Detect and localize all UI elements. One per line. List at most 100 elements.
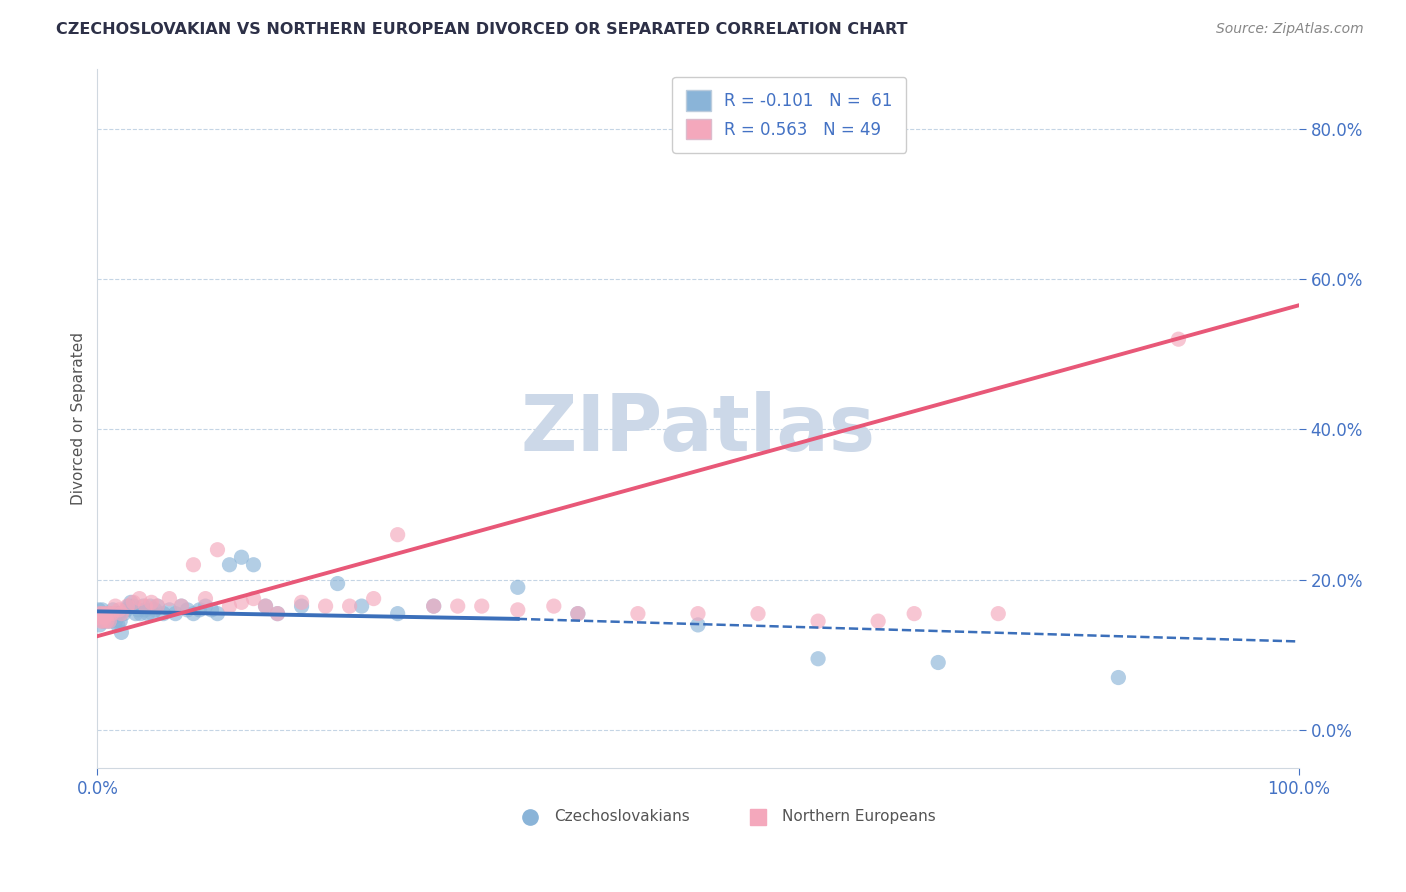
Point [326, 576, 349, 591]
Point [987, 607, 1010, 621]
Point [207, 542, 229, 557]
Point [90, 614, 112, 628]
Point [107, 618, 129, 632]
Point [87, 610, 110, 624]
Text: ZIPatlas: ZIPatlas [520, 392, 876, 467]
Point [90, 607, 112, 621]
Point [807, 614, 830, 628]
Point [868, 614, 890, 628]
Point [1107, 671, 1129, 685]
Point [231, 595, 253, 609]
Point [129, 607, 152, 621]
Point [100, 607, 122, 621]
Point [254, 599, 277, 613]
Point [93, 614, 115, 628]
Point [89, 607, 111, 621]
Point [146, 599, 169, 613]
Point [339, 599, 361, 613]
Point [98, 614, 121, 628]
Point [94, 607, 117, 621]
Point [170, 599, 193, 613]
Point [127, 603, 149, 617]
Point [101, 603, 124, 617]
Point [207, 607, 229, 621]
Point [266, 607, 288, 621]
Point [567, 607, 589, 621]
Point [567, 607, 589, 621]
Point [387, 607, 409, 621]
Point [134, 599, 156, 613]
Point [139, 599, 162, 613]
Legend: R = -0.101   N =  61, R = 0.563   N = 49: R = -0.101 N = 61, R = 0.563 N = 49 [672, 77, 905, 153]
Point [117, 599, 139, 613]
Point [100, 607, 122, 621]
Point [506, 580, 529, 594]
Point [447, 599, 470, 613]
Point [903, 607, 925, 621]
Point [136, 607, 159, 621]
Point [97, 607, 120, 621]
Point [97, 607, 120, 621]
Point [104, 614, 127, 628]
Point [176, 603, 198, 617]
Point [290, 595, 312, 609]
Point [112, 607, 135, 621]
Point [183, 607, 205, 621]
Point [242, 591, 264, 606]
Point [108, 607, 131, 621]
Point [231, 550, 253, 565]
Point [363, 591, 385, 606]
Point [290, 599, 312, 613]
Point [115, 603, 138, 617]
Point [170, 599, 193, 613]
Text: Northern Europeans: Northern Europeans [782, 809, 936, 824]
Point [200, 603, 222, 617]
Point [128, 591, 150, 606]
Point [98, 610, 121, 624]
Point [104, 599, 127, 613]
Point [143, 603, 166, 617]
Point [266, 607, 288, 621]
Point [194, 599, 217, 613]
Point [122, 599, 145, 613]
Point [134, 603, 156, 617]
Point [927, 656, 949, 670]
Point [93, 610, 115, 624]
Point [89, 618, 111, 632]
Point [125, 607, 148, 621]
Point [686, 607, 709, 621]
Point [132, 599, 155, 613]
Point [183, 558, 205, 572]
Point [543, 599, 565, 613]
Point [110, 607, 132, 621]
Y-axis label: Divorced or Separated: Divorced or Separated [72, 332, 86, 505]
Text: Source: ZipAtlas.com: Source: ZipAtlas.com [1216, 22, 1364, 37]
Point [141, 595, 163, 609]
Point [506, 603, 529, 617]
Point [94, 607, 117, 621]
Point [627, 607, 650, 621]
Point [122, 595, 145, 609]
Point [152, 607, 174, 621]
Point [1167, 332, 1189, 346]
Text: CZECHOSLOVAKIAN VS NORTHERN EUROPEAN DIVORCED OR SEPARATED CORRELATION CHART: CZECHOSLOVAKIAN VS NORTHERN EUROPEAN DIV… [56, 22, 908, 37]
Point [110, 625, 132, 640]
Point [108, 603, 131, 617]
Point [159, 603, 181, 617]
Point [165, 607, 187, 621]
Point [108, 614, 131, 628]
Point [747, 607, 769, 621]
Point [350, 599, 373, 613]
Point [93, 610, 115, 624]
Point [807, 651, 830, 665]
Point [87, 603, 110, 617]
Point [218, 558, 240, 572]
Point [93, 614, 115, 628]
Point [254, 599, 277, 613]
Point [105, 607, 128, 621]
Point [194, 591, 217, 606]
Point [188, 603, 211, 617]
Point [218, 599, 240, 613]
Point [91, 603, 114, 617]
Point [242, 558, 264, 572]
